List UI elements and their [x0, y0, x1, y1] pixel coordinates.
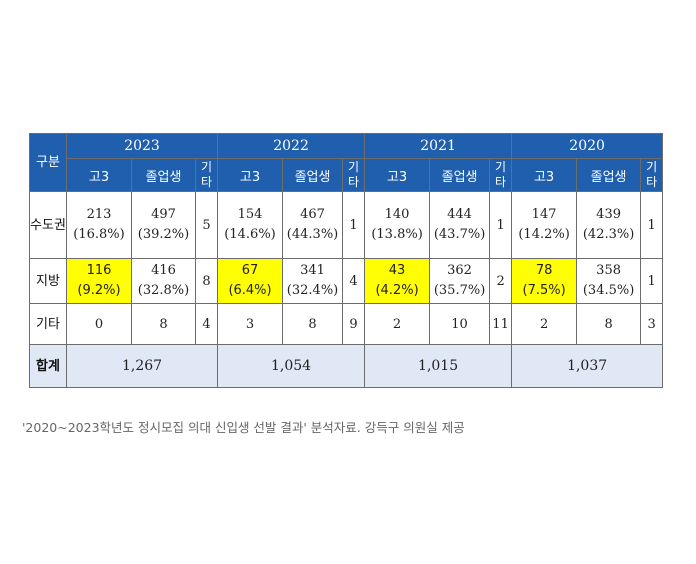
cell-grad: 10	[429, 303, 491, 345]
sub-header-high-school: 고3	[217, 158, 284, 192]
cell-grad: 8	[131, 303, 196, 345]
cell-value: 362	[447, 263, 472, 278]
total-2020: 1,037	[511, 344, 664, 388]
row-label-local: 지방	[29, 258, 67, 304]
cell-value: 213	[86, 207, 112, 222]
cell-other: 1	[342, 191, 366, 259]
cell-other: 4	[194, 303, 219, 345]
cell-value: 467	[300, 207, 325, 222]
cell-other: 3	[640, 303, 664, 345]
row-label-capital: 수도권	[29, 191, 67, 259]
category-header: 구분	[29, 133, 67, 192]
total-2022: 1,054	[217, 344, 366, 388]
cell-percent: (43.7%)	[433, 227, 486, 242]
cell-value: 67	[241, 263, 259, 278]
cell-other: 9	[342, 303, 366, 345]
cell-hs: 140 (13.8%)	[364, 191, 431, 259]
cell-grad: 341 (32.4%)	[282, 258, 344, 304]
total-2021: 1,015	[364, 344, 513, 388]
sub-header-high-school: 고3	[511, 158, 578, 192]
cell-percent: (35.7%)	[433, 283, 486, 298]
sub-header-graduates: 졸업생	[282, 158, 344, 192]
cell-grad: 444 (43.7%)	[429, 191, 491, 259]
cell-hs: 3	[217, 303, 284, 345]
cell-value: 147	[531, 207, 557, 222]
row-label-total: 합계	[29, 344, 67, 388]
table-row-local: 지방 116 (9.2%) 416 (32.8%) 8 67 (6.4%) 341 (3…	[29, 258, 664, 304]
cell-value: 140	[384, 207, 410, 222]
year-header-2020: 2020	[511, 133, 664, 159]
cell-value: 444	[447, 207, 472, 222]
cell-grad: 497 (39.2%)	[131, 191, 196, 259]
year-header-2023: 2023	[65, 133, 219, 159]
cell-percent: (4.2%)	[375, 283, 419, 298]
sub-header-graduates: 졸업생	[429, 158, 491, 192]
admission-table: 구분 2023 2022 2021 2020 고3 졸업생 기타 고3 졸업생 …	[29, 133, 664, 388]
cell-hs: 147 (14.2%)	[511, 191, 578, 259]
sub-header-graduates: 졸업생	[131, 158, 196, 192]
cell-hs: 213 (16.8%)	[66, 191, 132, 259]
cell-percent: (13.8%)	[371, 227, 423, 242]
cell-value: 416	[151, 263, 176, 278]
cell-percent: (7.5%)	[522, 283, 566, 298]
cell-value: 341	[300, 263, 325, 278]
cell-other: 4	[342, 258, 366, 304]
sub-header-other: 기타	[342, 158, 366, 192]
cell-value: 154	[237, 207, 263, 222]
cell-hs: 2	[511, 303, 578, 345]
cell-other: 1	[640, 258, 664, 304]
cell-grad: 439 (42.3%)	[576, 191, 642, 259]
sub-header-other: 기타	[640, 158, 664, 192]
sub-header-high-school: 고3	[364, 158, 431, 192]
cell-grad: 362 (35.7%)	[429, 258, 491, 304]
cell-value: 43	[388, 263, 406, 278]
cell-grad: 358 (34.5%)	[576, 258, 642, 304]
sub-header-other: 기타	[489, 158, 513, 192]
cell-hs: 154 (14.6%)	[217, 191, 284, 259]
cell-other: 11	[489, 303, 513, 345]
cell-hs-highlighted: 67 (6.4%)	[217, 258, 284, 304]
cell-other: 1	[640, 191, 664, 259]
cell-other: 5	[194, 191, 219, 259]
cell-other: 8	[194, 258, 219, 304]
cell-percent: (32.4%)	[286, 283, 339, 298]
cell-value: 358	[596, 263, 621, 278]
cell-hs: 2	[364, 303, 431, 345]
table-row-capital: 수도권 213 (16.8%) 497 (39.2%) 5 154 (14.6%) 4…	[29, 191, 664, 259]
total-2023: 1,267	[65, 344, 219, 388]
row-label-other: 기타	[29, 303, 67, 345]
cell-grad: 467 (44.3%)	[282, 191, 344, 259]
sub-header-other: 기타	[194, 158, 219, 192]
cell-other: 2	[489, 258, 513, 304]
cell-percent: (14.6%)	[224, 227, 276, 242]
cell-hs-highlighted: 43 (4.2%)	[364, 258, 431, 304]
cell-value: 116	[86, 263, 112, 278]
cell-value: 439	[596, 207, 621, 222]
cell-value: 78	[535, 263, 553, 278]
cell-percent: (32.8%)	[137, 283, 190, 298]
cell-percent: (6.4%)	[228, 283, 272, 298]
year-header-2021: 2021	[364, 133, 513, 159]
cell-hs: 0	[66, 303, 132, 345]
cell-hs-highlighted: 116 (9.2%)	[66, 258, 132, 304]
cell-grad: 416 (32.8%)	[131, 258, 196, 304]
cell-percent: (34.5%)	[582, 283, 635, 298]
cell-hs-highlighted: 78 (7.5%)	[511, 258, 578, 304]
source-caption: '2020~2023학년도 정시모집 의대 신입생 선발 결과' 분석자료. 강…	[22, 420, 465, 435]
table-row-other: 기타 0 8 4 3 8 9 2 10 11 2 8 3	[29, 303, 664, 345]
cell-percent: (39.2%)	[137, 227, 190, 242]
cell-percent: (42.3%)	[582, 227, 635, 242]
cell-percent: (44.3%)	[286, 227, 339, 242]
cell-percent: (14.2%)	[518, 227, 570, 242]
cell-grad: 8	[576, 303, 642, 345]
table-row-total: 합계 1,267 1,054 1,015 1,037	[29, 344, 664, 388]
cell-percent: (16.8%)	[73, 227, 125, 242]
cell-other: 1	[489, 191, 513, 259]
cell-value: 497	[151, 207, 176, 222]
cell-percent: (9.2%)	[77, 283, 121, 298]
year-header-2022: 2022	[217, 133, 366, 159]
sub-header-high-school: 고3	[66, 158, 132, 192]
sub-header-graduates: 졸업생	[576, 158, 642, 192]
cell-grad: 8	[282, 303, 344, 345]
